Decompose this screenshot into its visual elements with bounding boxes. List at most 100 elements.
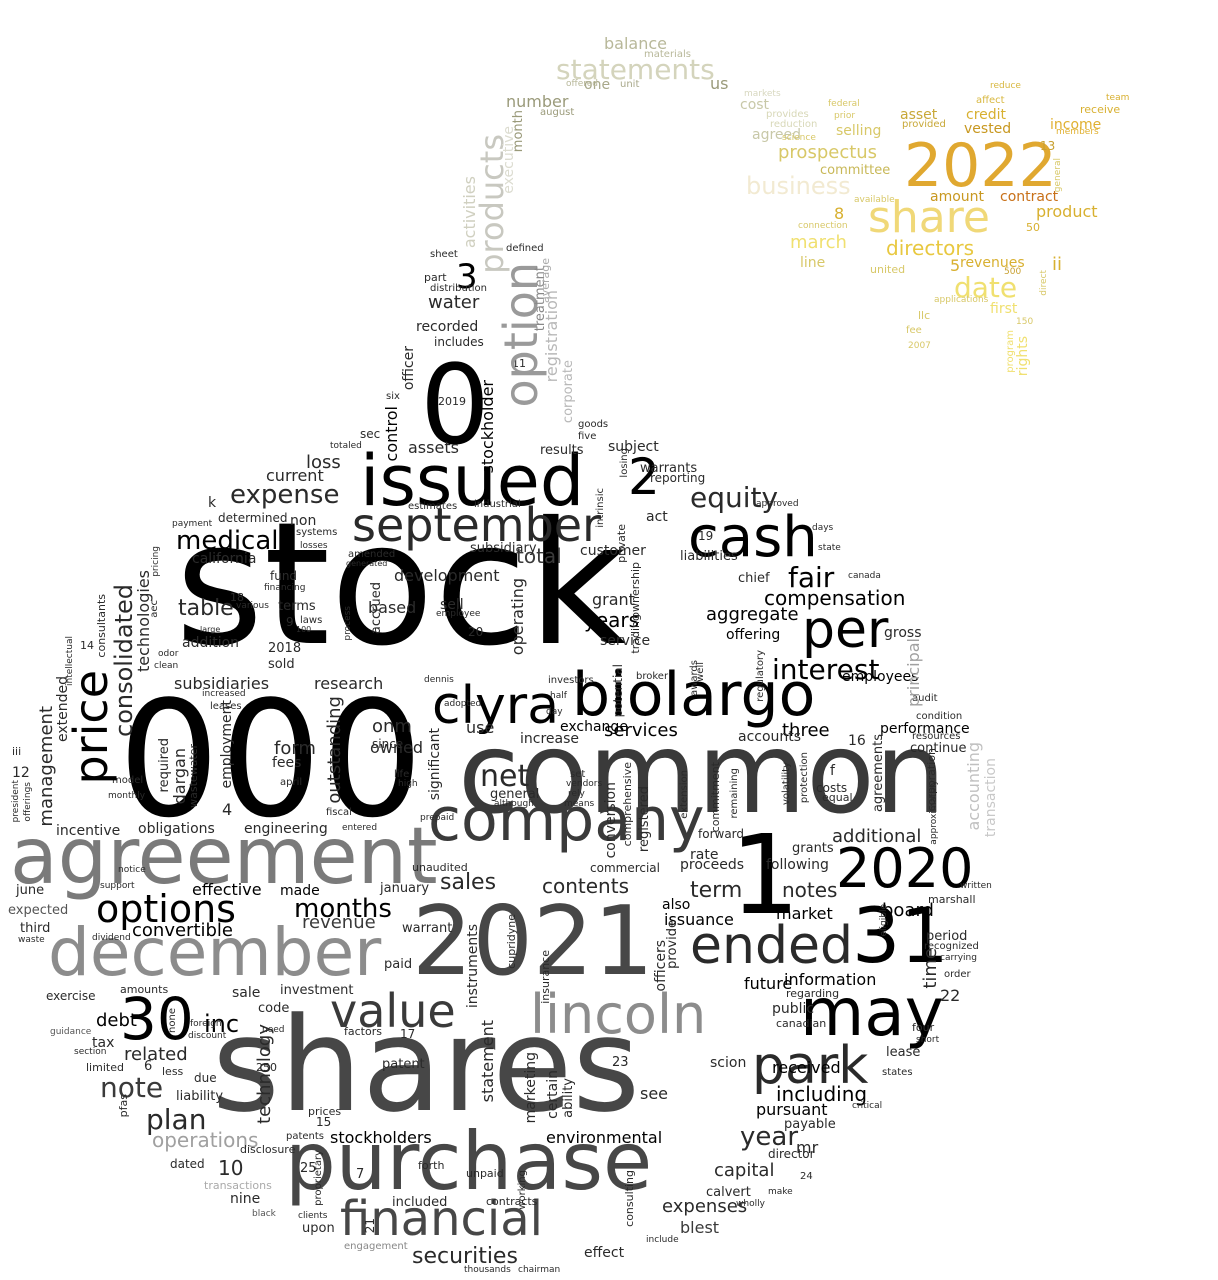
cloud-word: include bbox=[646, 1235, 679, 1245]
cloud-word: wholly bbox=[736, 1199, 765, 1209]
cloud-word: dividend bbox=[92, 933, 131, 943]
cloud-word: well bbox=[695, 662, 706, 682]
cloud-word: commercial bbox=[590, 861, 660, 875]
cloud-word: expenses bbox=[662, 1196, 748, 1217]
cloud-word: sheet bbox=[430, 249, 458, 260]
cloud-word: defined bbox=[506, 243, 544, 254]
cloud-word: mr bbox=[796, 1138, 819, 1157]
cloud-word: systems bbox=[296, 527, 338, 538]
cloud-word: general bbox=[1053, 158, 1063, 193]
cloud-word: 150 bbox=[1016, 317, 1034, 327]
cloud-word: audit bbox=[912, 693, 938, 704]
cloud-word: issued bbox=[360, 440, 585, 522]
cloud-word: effect bbox=[584, 1245, 625, 1261]
cloud-word: approximately bbox=[929, 780, 939, 845]
cloud-word: thousands bbox=[464, 1265, 511, 1275]
cloud-word: 13 bbox=[1040, 139, 1056, 153]
cloud-word: per bbox=[802, 600, 889, 660]
cloud-word: monthly bbox=[108, 791, 146, 801]
cloud-word: dargan bbox=[170, 748, 189, 805]
cloud-word: 100 bbox=[296, 625, 312, 634]
cloud-word: proceeds bbox=[680, 857, 745, 873]
cloud-word: warrants bbox=[640, 461, 698, 476]
cloud-word: clean bbox=[154, 661, 179, 671]
cloud-word: investment bbox=[280, 983, 354, 998]
cloud-word: current bbox=[266, 466, 324, 485]
cloud-word: short bbox=[916, 1035, 940, 1045]
cloud-word: obligations bbox=[138, 821, 215, 837]
cloud-word: insurance bbox=[539, 950, 552, 1004]
cloud-word: ability bbox=[561, 1078, 576, 1118]
cloud-word: purchase bbox=[285, 1115, 653, 1208]
cloud-word: provided bbox=[902, 119, 946, 130]
cloud-word: increase bbox=[520, 731, 580, 747]
cloud-word: offering bbox=[726, 627, 781, 643]
cloud-word: none bbox=[167, 1008, 178, 1033]
cloud-word: fee bbox=[906, 325, 922, 336]
cloud-word: services bbox=[604, 720, 678, 741]
cloud-word: paid bbox=[384, 957, 413, 972]
cloud-word: value bbox=[330, 984, 456, 1038]
cloud-word: patents bbox=[286, 1131, 325, 1142]
cloud-word: distribution bbox=[430, 283, 487, 294]
cloud-word: various bbox=[236, 601, 269, 611]
cloud-word: limited bbox=[86, 1061, 124, 1074]
cloud-word: canadian bbox=[776, 1017, 827, 1030]
cloud-word: rate bbox=[690, 847, 719, 863]
cloud-word: need bbox=[262, 1025, 285, 1035]
cloud-word: tax bbox=[92, 1035, 115, 1051]
cloud-word: payment bbox=[172, 519, 213, 529]
cloud-word: written bbox=[960, 881, 992, 891]
cloud-word: although bbox=[494, 799, 534, 809]
cloud-word: interest bbox=[772, 653, 880, 686]
cloud-word: ii bbox=[1052, 254, 1063, 275]
cloud-word: options bbox=[96, 887, 236, 931]
cloud-word: half bbox=[550, 691, 567, 701]
cloud-word: 30 bbox=[120, 985, 194, 1053]
cloud-word: commitment bbox=[709, 762, 722, 833]
cloud-word: subsidiary bbox=[470, 541, 537, 556]
cloud-word: 31 bbox=[852, 891, 949, 980]
cloud-word: consultants bbox=[95, 594, 108, 658]
cloud-word: fiscal bbox=[326, 807, 352, 818]
cloud-word: non bbox=[290, 513, 317, 529]
cloud-word: also bbox=[662, 897, 691, 913]
cloud-word: price bbox=[64, 670, 118, 785]
cloud-word: critical bbox=[852, 1101, 883, 1111]
cloud-word: make bbox=[768, 1187, 793, 1197]
cloud-word: convertible bbox=[132, 920, 234, 941]
cloud-word: 9 bbox=[286, 615, 294, 629]
cloud-word: amended bbox=[348, 549, 396, 560]
cloud-word: addition bbox=[182, 635, 240, 651]
cloud-word: 18 bbox=[230, 591, 244, 604]
cloud-word: continue bbox=[910, 741, 967, 756]
cloud-word: aec bbox=[149, 600, 160, 618]
cloud-word: connection bbox=[798, 221, 848, 231]
cloud-word: condition bbox=[916, 711, 963, 722]
cloud-word: offered bbox=[566, 79, 598, 89]
cloud-word: contents bbox=[542, 874, 629, 898]
cloud-word: 8 bbox=[834, 204, 845, 223]
cloud-word: code bbox=[258, 1001, 290, 1016]
cloud-word: agreements bbox=[871, 734, 886, 813]
cloud-word: securities bbox=[412, 1244, 518, 1269]
cloud-word: disclosure bbox=[240, 1143, 296, 1156]
cloud-word: aggregate bbox=[706, 604, 799, 625]
cloud-word: net bbox=[480, 759, 530, 794]
cloud-word: agreed bbox=[752, 127, 802, 143]
cloud-word: first bbox=[990, 301, 1018, 317]
cloud-word: notice bbox=[118, 865, 146, 875]
cloud-word: part bbox=[424, 271, 447, 284]
cloud-word: f bbox=[830, 763, 835, 779]
cloud-word: resources bbox=[912, 731, 961, 742]
cloud-word: llc bbox=[918, 309, 931, 322]
cloud-word: amount bbox=[930, 189, 985, 205]
cloud-word: issuance bbox=[664, 910, 734, 929]
cloud-word: science bbox=[782, 133, 816, 143]
cloud-word: employee bbox=[436, 609, 481, 619]
cloud-word: members bbox=[1056, 127, 1099, 137]
cloud-word: additional bbox=[832, 826, 922, 847]
cloud-word: engineering bbox=[244, 821, 328, 837]
cloud-word: calvert bbox=[706, 1185, 751, 1200]
cloud-word: reduction bbox=[770, 119, 818, 130]
